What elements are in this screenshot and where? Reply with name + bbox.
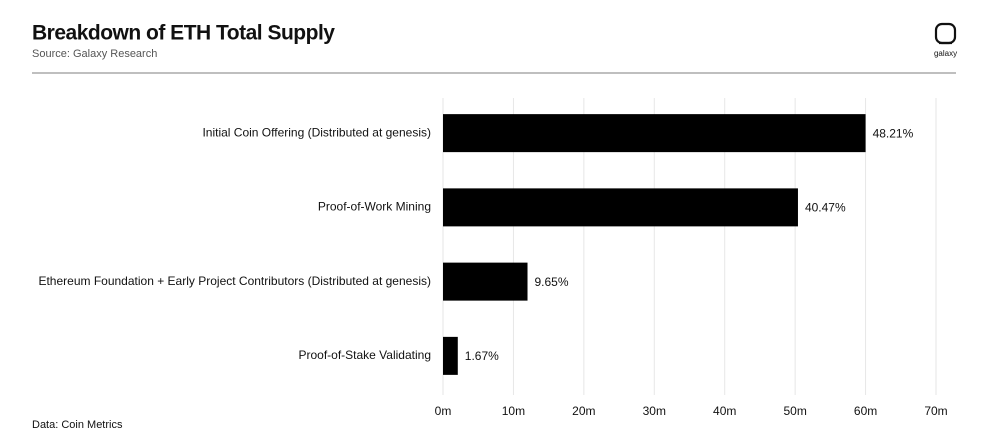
bar (443, 188, 798, 227)
x-tick-label: 40m (713, 404, 736, 418)
bar (443, 114, 866, 153)
x-tick-label: 20m (572, 404, 595, 418)
x-tick-label: 10m (502, 404, 525, 418)
x-tick-label: 60m (854, 404, 877, 418)
y-tick-label: Proof-of-Stake Validating (298, 348, 431, 362)
y-tick-label: Initial Coin Offering (Distributed at ge… (202, 125, 431, 139)
bar (443, 336, 458, 375)
chart-title: Breakdown of ETH Total Supply (32, 22, 335, 45)
data-label: 1.67% (465, 349, 499, 363)
chart-subtitle: Source: Galaxy Research (32, 48, 157, 60)
x-tick-label: 0m (435, 404, 452, 418)
x-tick-label: 70m (924, 404, 947, 418)
data-label: 40.47% (805, 201, 846, 215)
data-label: 48.21% (873, 126, 914, 140)
x-tick-label: 50m (783, 404, 806, 418)
brand-name: galaxy (934, 49, 957, 58)
y-tick-label: Proof-of-Work Mining (318, 200, 431, 214)
footnote: Data: Coin Metrics (32, 419, 123, 431)
bar (443, 262, 528, 301)
data-label: 9.65% (535, 275, 569, 289)
y-tick-label: Ethereum Foundation + Early Project Cont… (38, 274, 431, 288)
brand-icon (934, 22, 957, 45)
x-tick-label: 30m (643, 404, 666, 418)
